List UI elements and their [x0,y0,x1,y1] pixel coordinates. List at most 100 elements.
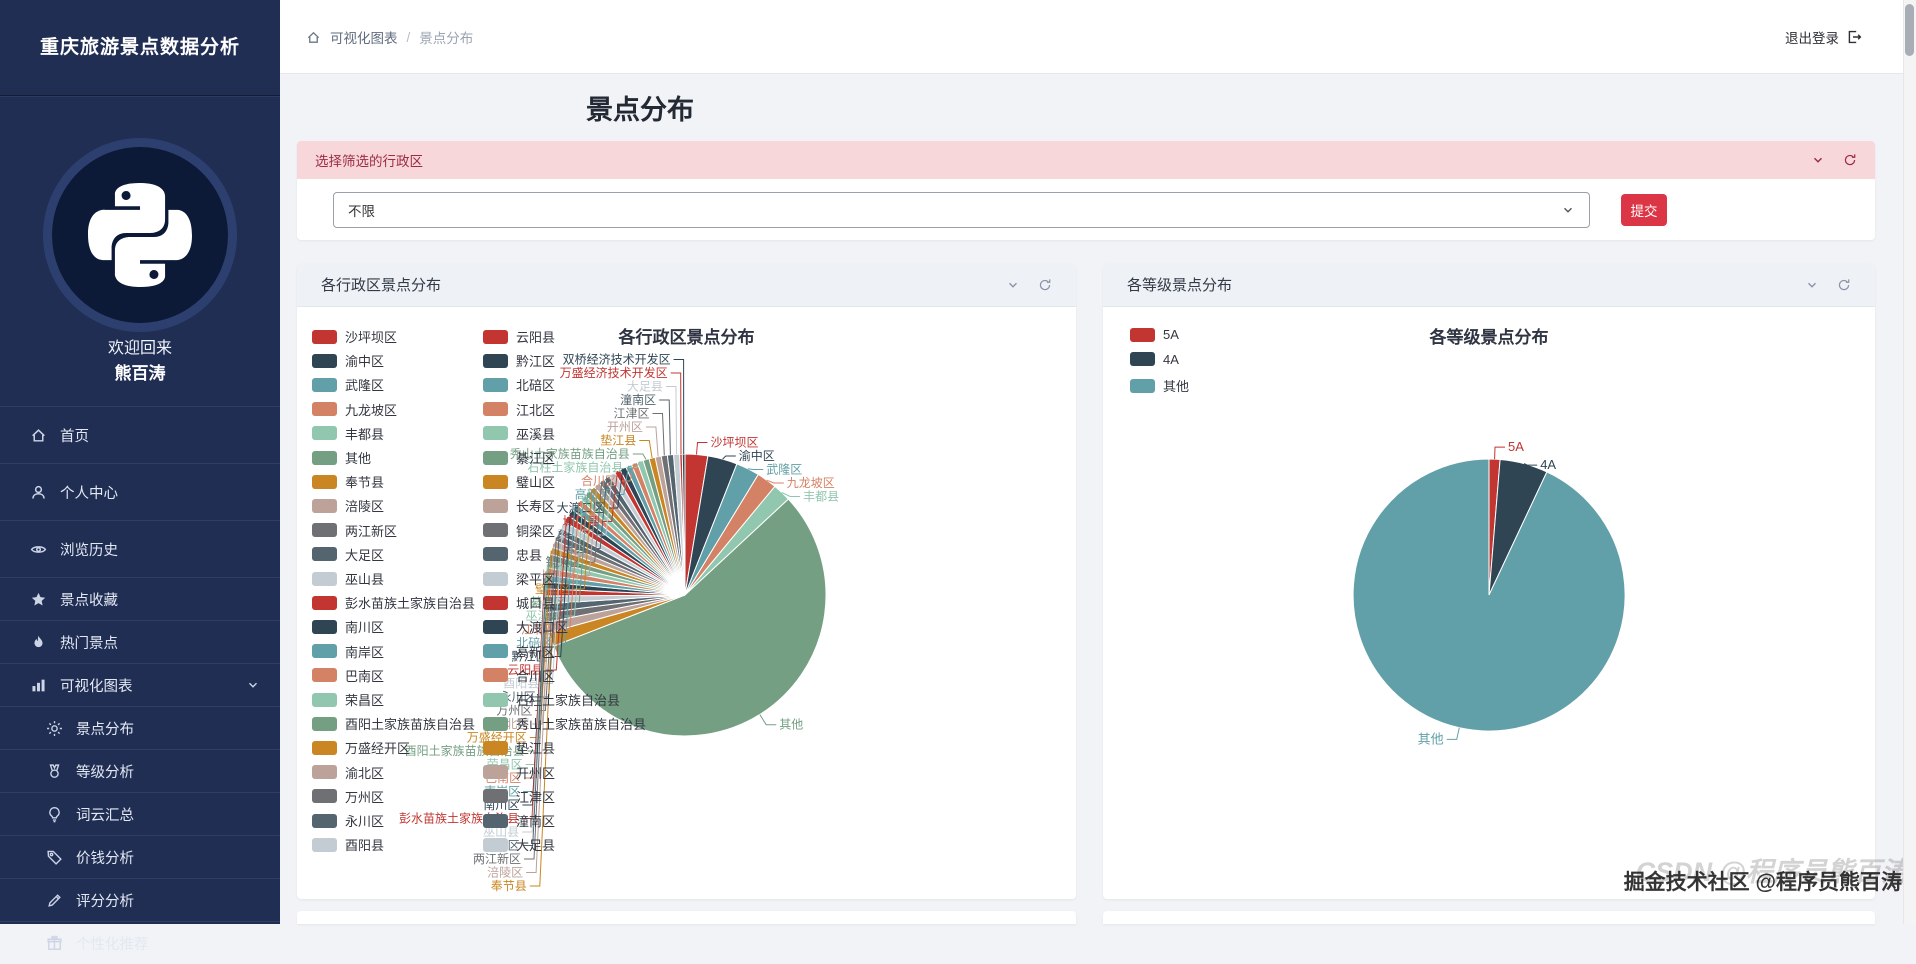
pie-slice-其他[interactable] [552,498,827,737]
pie-slice-其他[interactable] [1352,458,1626,732]
eye-icon [30,541,47,558]
pie-label-line [601,471,618,522]
legend-item-忠县[interactable]: 忠县 [483,545,542,564]
pie-label-line [579,484,598,576]
legend-item-其他[interactable]: 其他 [1130,376,1189,395]
legend-item-铜梁区[interactable]: 铜梁区 [483,521,555,540]
legend-swatch [483,716,508,731]
next-card-partial [297,911,1076,924]
sidebar-item-home[interactable]: 首页 [0,406,280,463]
sidebar-item-price-analysis[interactable]: 价钱分析 [0,835,280,878]
legend-item-其他[interactable]: 其他 [312,448,371,467]
legend-item-石柱土家族自治县[interactable]: 石柱土家族自治县 [483,690,620,709]
legend-item-璧山区[interactable]: 璧山区 [483,472,555,491]
pie-label: 万盛经开区 [467,730,527,745]
legend-item-大足县[interactable]: 大足县 [483,835,555,854]
pie-label-line [574,488,593,590]
refresh-icon[interactable] [1038,278,1052,292]
legend-item-两江新区[interactable]: 两江新区 [312,521,397,540]
pie-label: 4A [1540,457,1556,472]
pie-label-line [766,479,784,484]
legend-label: 江北区 [516,402,556,418]
legend-item-九龙坡区[interactable]: 九龙坡区 [312,400,397,419]
legend-item-5A[interactable]: 5A [1130,327,1179,342]
pie-label-line [532,543,555,725]
legend-item-高新区[interactable]: 高新区 [483,642,555,661]
level-chart-card: 各等级景点分布 各等级景点分布 5A 4A 其他 其他 5A 4A [1103,263,1875,899]
sidebar-item-profile[interactable]: 个人中心 [0,463,280,520]
pie-label-line [595,474,613,536]
pie-label-line [522,592,545,819]
legend-item-开州区[interactable]: 开州区 [483,763,555,782]
legend-swatch [312,547,337,562]
legend-item-彭水苗族土家族自治县[interactable]: 彭水苗族土家族自治县 [312,593,475,612]
legend-item-长寿区[interactable]: 长寿区 [483,496,555,515]
legend-item-永川区[interactable]: 永川区 [312,811,384,830]
legend-item-城口县[interactable]: 城口县 [483,593,555,612]
refresh-icon[interactable] [1837,278,1851,292]
sidebar-item-rating-analysis[interactable]: 评分分析 [0,878,280,921]
legend-label: 大足县 [516,838,556,854]
district-select[interactable]: 不限 [333,192,1590,228]
sidebar-item-history[interactable]: 浏览历史 [0,520,280,577]
legend-item-酉阳土家族苗族自治县[interactable]: 酉阳土家族苗族自治县 [312,714,475,733]
legend-item-沙坪坝区[interactable]: 沙坪坝区 [312,327,397,346]
legend-item-渝中区[interactable]: 渝中区 [312,351,384,370]
legend-item-巫溪县[interactable]: 巫溪县 [483,424,555,443]
legend-item-云阳县[interactable]: 云阳县 [483,327,555,346]
collapse-chevron-icon[interactable] [1811,153,1825,167]
legend-item-南岸区[interactable]: 南岸区 [312,642,384,661]
sidebar-item-level-analysis[interactable]: 等级分析 [0,749,280,792]
legend-swatch [312,813,337,828]
legend-item-涪陵区[interactable]: 涪陵区 [312,496,384,515]
scrollbar[interactable] [1903,0,1916,924]
legend-item-荣昌区[interactable]: 荣昌区 [312,690,384,709]
legend-item-綦江区[interactable]: 綦江区 [483,448,555,467]
logout-button[interactable]: 退出登录 [1785,0,1862,74]
sidebar-item-charts[interactable]: 可视化图表 [0,663,280,706]
legend-item-万盛经开区[interactable]: 万盛经开区 [312,738,410,757]
legend-item-北碚区[interactable]: 北碚区 [483,375,555,394]
refresh-icon[interactable] [1843,153,1857,167]
legend-item-合川区[interactable]: 合川区 [483,666,555,685]
legend-item-渝北区[interactable]: 渝北区 [312,763,384,782]
submit-button[interactable]: 提交 [1621,194,1667,226]
collapse-chevron-icon[interactable] [1006,278,1020,292]
legend-item-梁平区[interactable]: 梁平区 [483,569,555,588]
legend-item-巫山县[interactable]: 巫山县 [312,569,384,588]
legend-label: 梁平区 [516,572,556,587]
legend-item-4A[interactable]: 4A [1130,352,1179,367]
filter-panel: 选择筛选的行政区 不限 提交 [297,141,1875,240]
legend-item-酉阳县[interactable]: 酉阳县 [312,835,384,854]
legend-item-武隆区[interactable]: 武隆区 [312,375,384,394]
legend-swatch [483,426,508,441]
legend-label: 南岸区 [345,644,385,660]
legend-label: 永川区 [345,814,385,829]
district-legend: 沙坪坝区 渝中区 武隆区 九龙坡区 丰都县 其他 奉节县 涪陵区 两江新区 大足区 巫山县 彭水苗族土… [297,307,1076,898]
home-icon[interactable] [306,30,321,45]
breadcrumb-charts[interactable]: 可视化图表 [330,31,398,46]
legend-item-巴南区[interactable]: 巴南区 [312,666,384,685]
legend-item-江津区[interactable]: 江津区 [483,787,555,806]
legend-item-黔江区[interactable]: 黔江区 [483,351,555,370]
pie-label: 武隆区 [766,462,802,477]
sidebar-item-hot[interactable]: 热门景点 [0,620,280,663]
sidebar-item-wordcloud[interactable]: 词云汇总 [0,792,280,835]
scrollbar-thumb[interactable] [1905,4,1914,56]
sidebar-item-recommendation[interactable]: 个性化推荐 [0,921,280,964]
legend-item-奉节县[interactable]: 奉节县 [312,472,384,491]
legend-item-垫江县[interactable]: 垫江县 [483,738,555,757]
legend-item-秀山土家族苗族自治县[interactable]: 秀山土家族苗族自治县 [483,714,646,733]
legend-item-江北区[interactable]: 江北区 [483,400,555,419]
legend-label: 涪陵区 [345,499,385,515]
collapse-chevron-icon[interactable] [1805,278,1819,292]
legend-item-丰都县[interactable]: 丰都县 [312,424,384,443]
sidebar-item-distribution[interactable]: 景点分布 [0,706,280,749]
legend-item-大足区[interactable]: 大足区 [312,545,384,564]
pie-label-line [559,502,580,630]
legend-item-南川区[interactable]: 南川区 [312,617,384,636]
legend-item-潼南区[interactable]: 潼南区 [483,811,555,830]
legend-item-万州区[interactable]: 万州区 [312,787,384,806]
sidebar-item-favorites[interactable]: 景点收藏 [0,577,280,620]
legend-item-大渡口区[interactable]: 大渡口区 [483,617,568,636]
